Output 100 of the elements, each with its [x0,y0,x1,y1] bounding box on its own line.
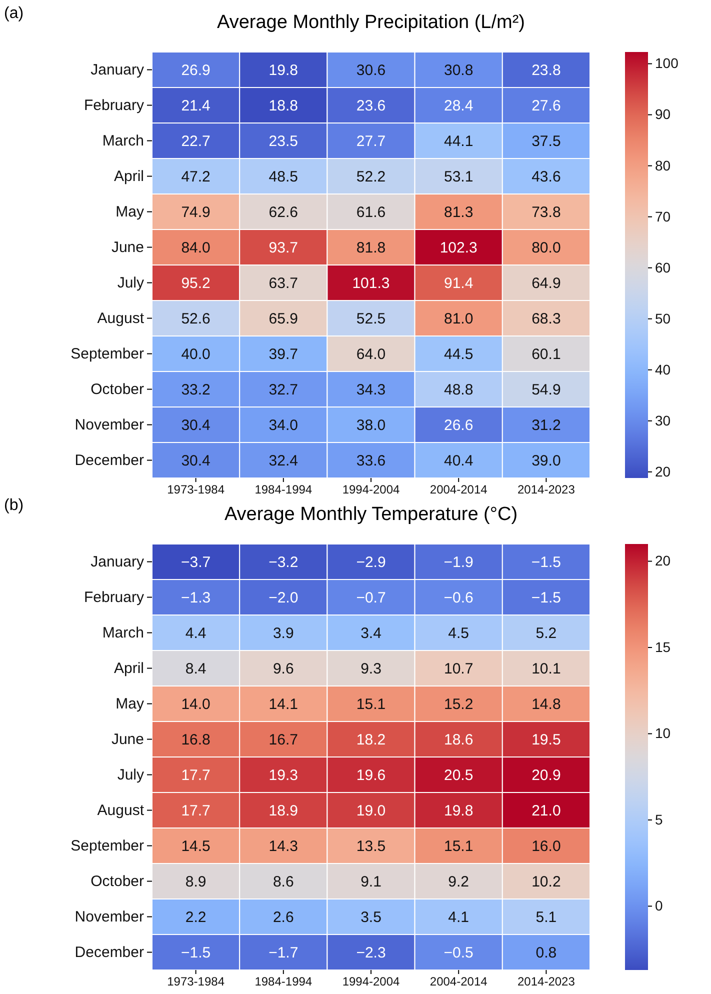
data-label: 2.2 [185,909,206,926]
data-label: 40.0 [181,346,210,363]
data-label: 16.7 [268,732,298,748]
data-label: 26.9 [181,62,210,79]
data-label: 19.8 [444,802,474,820]
data-label: 52.2 [356,168,386,186]
data-label: 63.7 [268,275,298,292]
data-label: 14.8 [532,696,561,713]
data-label: 23.8 [532,62,561,79]
data-label: 4.4 [185,625,206,642]
data-label: 33.2 [181,382,210,398]
data-label: 17.7 [181,802,210,820]
data-label: 20.5 [444,767,474,784]
color-bar-label: 5 [655,811,663,828]
y-tick-label: March [102,132,144,150]
data-label: −1.5 [531,554,562,571]
data-label: 19.8 [268,62,298,79]
color-bar-label: 20 [655,463,671,480]
data-label: 4.1 [448,909,470,926]
data-label: 64.0 [356,346,386,363]
data-label: 73.8 [532,204,561,221]
data-label: 101.3 [352,275,390,292]
data-label: 102.3 [440,240,478,256]
y-tick-label: May [116,204,144,221]
chart-title: Average Monthly Precipitation (L/m²) [217,12,525,33]
data-label: 8.9 [185,874,206,890]
y-tick-label: September [70,838,144,855]
data-label: 14.1 [268,696,298,713]
data-label: 21.4 [181,98,210,114]
y-tick-label: May [116,696,144,713]
data-label: 19.3 [268,767,298,784]
color-bar-label: 50 [655,310,671,326]
data-label: 81.0 [444,310,474,328]
data-label: 5.2 [536,625,557,642]
data-label: 3.4 [360,625,382,642]
data-label: 30.6 [356,62,386,79]
data-label: 53.1 [444,168,474,186]
data-label: 34.0 [268,417,298,434]
text: (b) [4,497,24,514]
data-label: 91.4 [444,275,474,292]
data-label: −0.7 [356,590,386,606]
color-bar-label: 20 [655,552,671,569]
x-tick-label: 1984-1994 [254,974,312,989]
x-tick-label: 2014-2023 [518,482,576,497]
data-label: 30.4 [181,452,210,470]
data-label: 52.5 [356,310,386,328]
data-label: 15.1 [356,696,386,713]
y-tick-label: December [74,944,144,962]
y-tick-label: October [90,873,144,890]
data-label: 14.0 [181,696,210,713]
data-label: 84.0 [181,240,210,256]
data-label: −2.0 [268,590,298,606]
y-tick-label: April [114,660,144,678]
data-label: 31.2 [532,417,561,434]
y-tick-label: July [117,766,144,784]
data-label: −0.5 [444,944,474,962]
x-tick-label: 1984-1994 [254,482,312,497]
x-tick-label: 1994-2004 [342,974,400,989]
data-label: 10.2 [532,874,561,890]
y-tick-label: April [114,168,144,186]
data-label: 47.2 [181,168,210,186]
data-label: 81.8 [356,240,386,256]
data-label: 44.1 [444,133,474,150]
data-label: 9.2 [448,874,470,890]
data-label: −1.5 [180,944,211,962]
data-label: 32.7 [268,382,298,398]
x-tick-label: 2004-2014 [430,482,488,497]
data-label: 60.1 [532,346,561,363]
data-label: 48.8 [444,382,474,398]
data-label: 3.5 [360,909,382,926]
y-tick-label: February [84,589,144,606]
y-tick-label: October [90,381,144,398]
data-label: 39.0 [532,452,561,470]
data-label: 68.3 [532,310,561,328]
y-tick-label: August [97,802,145,820]
data-label: 5.1 [536,909,557,926]
data-label: 16.8 [181,732,210,748]
data-label: 10.7 [444,660,474,678]
data-label: 19.5 [532,732,561,748]
data-label: 32.4 [268,452,298,470]
data-label: 14.3 [268,838,298,855]
data-label: 20.9 [532,767,561,784]
y-tick-label: February [84,97,144,114]
data-label: 43.6 [532,168,561,186]
y-tick-label: September [70,346,144,363]
y-tick-label: June [111,731,144,748]
text: (a) [4,5,24,22]
y-tick-label: November [74,416,144,434]
data-label: 15.1 [444,838,474,855]
data-label: 23.6 [356,98,386,114]
y-tick-label: July [117,274,144,292]
data-label: 27.7 [356,133,386,150]
data-label: 19.0 [356,802,386,820]
color-bar-label: 0 [655,898,663,914]
data-label: −1.3 [180,590,211,606]
data-label: 13.5 [356,838,386,855]
color-bar-label: 100 [655,55,679,72]
data-label: 21.0 [532,802,561,820]
data-label: 40.4 [444,452,474,470]
data-label: 30.4 [181,417,210,434]
